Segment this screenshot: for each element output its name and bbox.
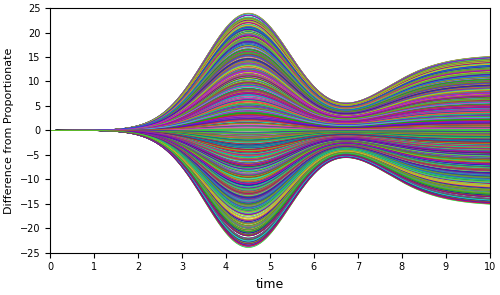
X-axis label: time: time <box>256 278 284 291</box>
Y-axis label: Difference from Proportionate: Difference from Proportionate <box>4 47 14 214</box>
